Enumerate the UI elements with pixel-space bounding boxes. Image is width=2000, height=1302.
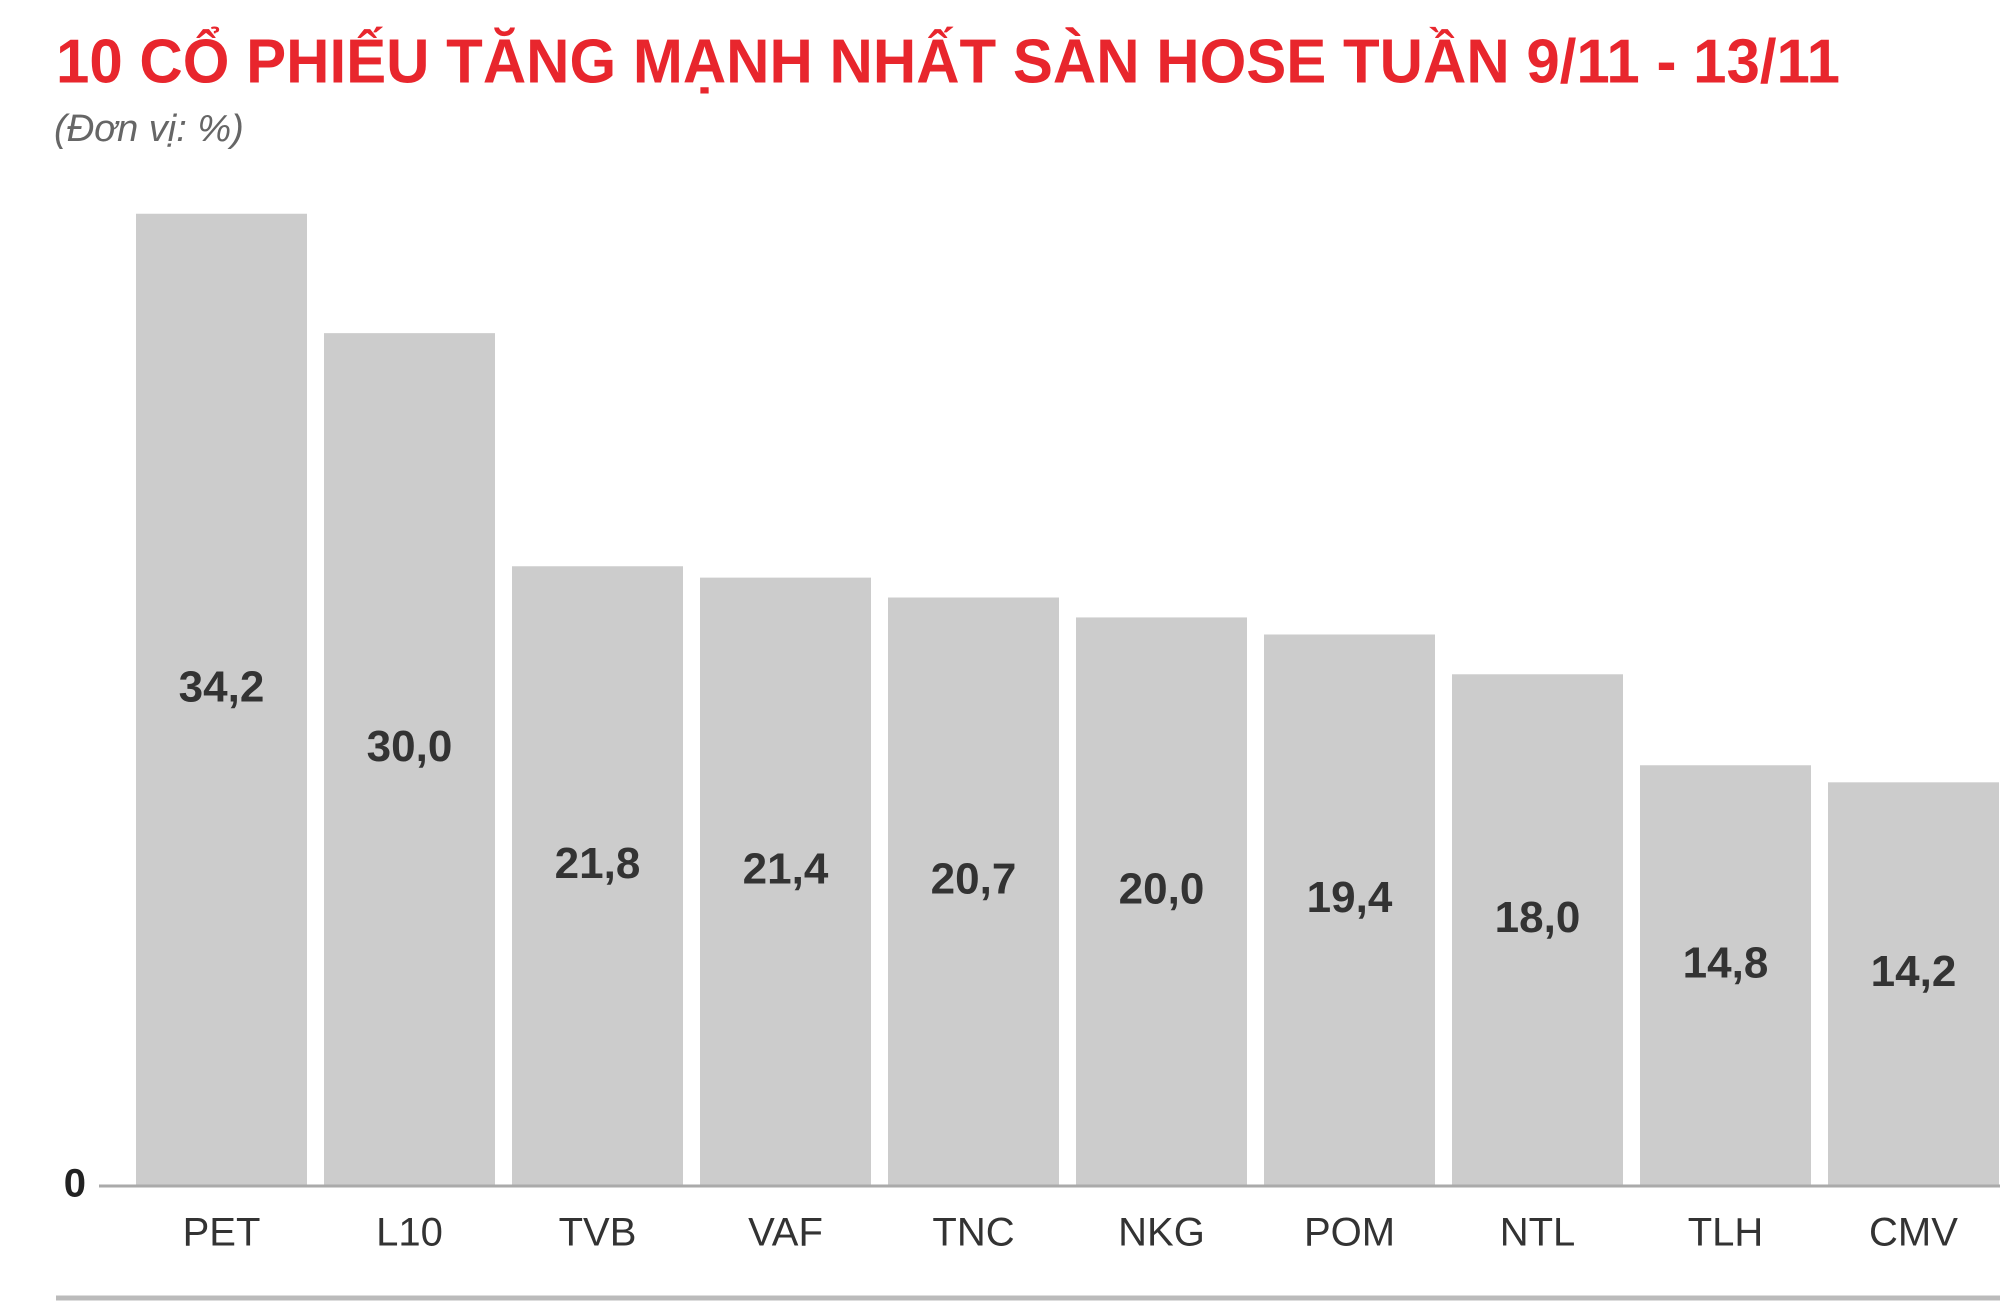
bar	[888, 597, 1059, 1186]
chart-title: 10 CỔ PHIẾU TĂNG MẠNH NHẤT SÀN HOSE TUẦN…	[56, 26, 1840, 96]
x-tick-label: PET	[183, 1211, 261, 1255]
bar	[324, 333, 495, 1187]
bar	[1640, 765, 1811, 1186]
value-label: 20,0	[1119, 864, 1205, 913]
value-label: 34,2	[179, 662, 265, 711]
value-label: 14,2	[1871, 947, 1957, 996]
bar	[136, 213, 307, 1186]
x-tick-label: TVB	[559, 1211, 637, 1255]
value-label: 14,8	[1683, 938, 1769, 987]
x-tick-label: CMV	[1869, 1211, 1958, 1255]
x-tick-label: TNC	[932, 1211, 1014, 1255]
value-label: 21,4	[743, 844, 829, 893]
value-label: 19,4	[1307, 873, 1393, 922]
bar	[1452, 674, 1623, 1186]
x-tick-label: NKG	[1118, 1211, 1205, 1255]
x-tick-label: TLH	[1688, 1211, 1764, 1255]
chart-subtitle: (Đơn vị: %)	[54, 108, 244, 150]
value-label: 30,0	[367, 722, 453, 771]
value-label: 21,8	[555, 839, 641, 888]
x-tick-label: POM	[1304, 1211, 1395, 1255]
x-tick-label: VAF	[748, 1211, 823, 1255]
bar	[1076, 617, 1247, 1186]
x-tick-label: NTL	[1500, 1211, 1576, 1255]
bar	[512, 566, 683, 1186]
bar	[1828, 782, 1999, 1186]
bar	[1264, 634, 1435, 1186]
y-tick-label: 0	[64, 1162, 86, 1206]
value-label: 20,7	[931, 854, 1017, 903]
bar	[700, 577, 871, 1186]
x-tick-label: L10	[376, 1211, 443, 1255]
value-label: 18,0	[1495, 893, 1581, 942]
